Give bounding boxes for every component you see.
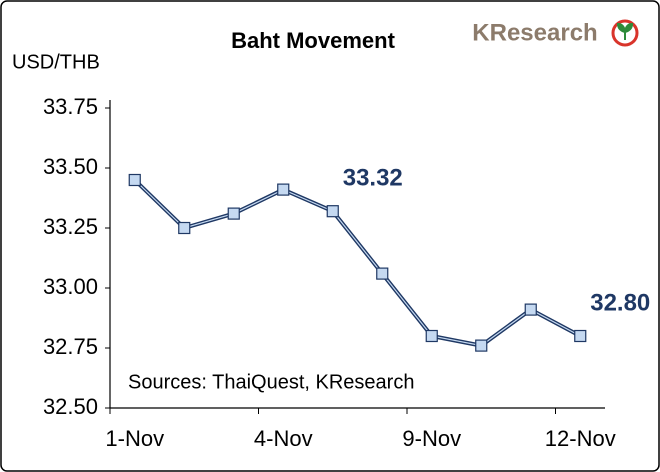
marker — [574, 329, 587, 343]
x-tick-label: 4-Nov — [254, 426, 313, 451]
logo: KResearch — [472, 19, 597, 46]
x-tick-label: 1-Nov — [105, 426, 164, 451]
marker — [227, 207, 240, 220]
y-axis-label: USD/THB — [12, 51, 100, 73]
data-line-highlight — [134, 179, 581, 347]
y-tick-label: 32.50 — [43, 394, 98, 419]
marker — [326, 205, 339, 218]
marker — [475, 339, 488, 352]
marker — [277, 183, 290, 196]
marker — [128, 173, 141, 187]
y-tick-label: 33.50 — [43, 154, 98, 179]
annotation: Sources: ThaiQuest, KResearch — [128, 371, 414, 393]
y-tick-label: 33.00 — [43, 274, 98, 299]
y-tick-label: 32.75 — [43, 334, 98, 359]
y-tick-label: 33.25 — [43, 214, 98, 239]
data-label: 33.32 — [343, 165, 403, 192]
marker — [376, 267, 389, 280]
marker — [524, 303, 537, 316]
logo-leaf — [616, 22, 634, 40]
chart-title: Baht Movement — [231, 28, 395, 53]
marker — [178, 221, 191, 235]
y-tick-label: 33.75 — [43, 94, 98, 119]
logo-icon — [611, 19, 639, 47]
x-tick-label: 9-Nov — [402, 426, 461, 451]
data-label: 32.80 — [590, 289, 650, 316]
x-tick-label: 12-Nov — [545, 426, 616, 451]
marker — [425, 329, 438, 343]
